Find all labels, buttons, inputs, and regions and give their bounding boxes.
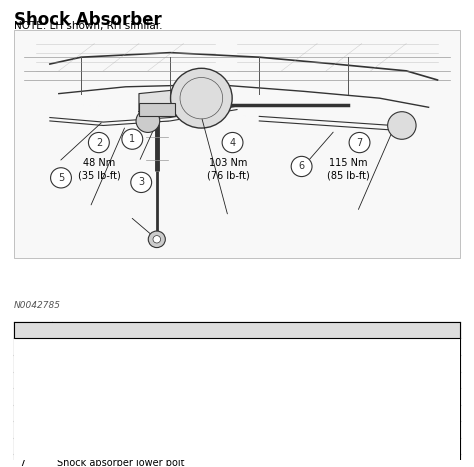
FancyBboxPatch shape [139,103,174,116]
Text: 6: 6 [299,162,305,171]
Circle shape [349,133,370,153]
Text: NOTE: LH shown, RH similar.: NOTE: LH shown, RH similar. [14,21,163,31]
Text: 103 Nm
(76 lb-ft): 103 Nm (76 lb-ft) [207,158,249,180]
Text: 5: 5 [58,173,64,183]
Text: Shock Absorber: Shock Absorber [14,12,162,29]
Text: Description: Description [57,325,125,335]
Bar [14,372,460,388]
Circle shape [89,133,109,153]
Text: 7: 7 [19,458,25,467]
Text: Shock absorber upper nut: Shock absorber upper nut [57,408,184,418]
Bar [14,339,460,355]
Circle shape [153,236,161,243]
Text: Shock absorber lower bolt: Shock absorber lower bolt [57,458,184,467]
Bar [14,438,460,454]
Text: 115 Nm
(85 lb-ft): 115 Nm (85 lb-ft) [327,158,370,180]
Text: 7: 7 [356,138,363,148]
Bar [14,30,460,257]
Text: 4: 4 [229,138,236,148]
Circle shape [131,172,152,192]
Text: Shock absorber: Shock absorber [57,342,133,352]
Bar [14,421,460,438]
Circle shape [388,112,416,139]
Bar [14,388,460,405]
Text: 2: 2 [96,138,102,148]
Text: 3: 3 [19,375,25,385]
Circle shape [171,68,232,128]
Text: 4: 4 [19,408,25,418]
Text: Shock absorber lower flag nut: Shock absorber lower flag nut [57,441,203,451]
Polygon shape [139,89,183,112]
Circle shape [222,133,243,153]
Text: 2: 2 [19,358,25,368]
Text: 1: 1 [19,342,25,352]
Text: Shock absorber upper bolt: Shock absorber upper bolt [57,425,186,434]
Text: 6: 6 [19,441,25,451]
Text: Item: Item [19,325,46,335]
Text: 48 Nm
(35 lb-ft): 48 Nm (35 lb-ft) [78,158,120,180]
Bar [14,355,460,372]
Circle shape [148,231,165,248]
Text: N0042785: N0042785 [14,301,61,310]
Circle shape [122,129,143,149]
Circle shape [136,109,160,133]
Bar [14,454,460,467]
Text: 1: 1 [129,134,136,144]
Bar [14,405,460,421]
Circle shape [51,168,72,188]
Circle shape [291,156,312,177]
Text: Bracket bolt (3 required): Bracket bolt (3 required) [57,358,177,368]
Text: 3: 3 [138,177,144,187]
Text: Shock absorber bracket: Shock absorber bracket [57,375,173,385]
Bar [14,322,460,339]
Text: 5: 5 [19,425,25,434]
